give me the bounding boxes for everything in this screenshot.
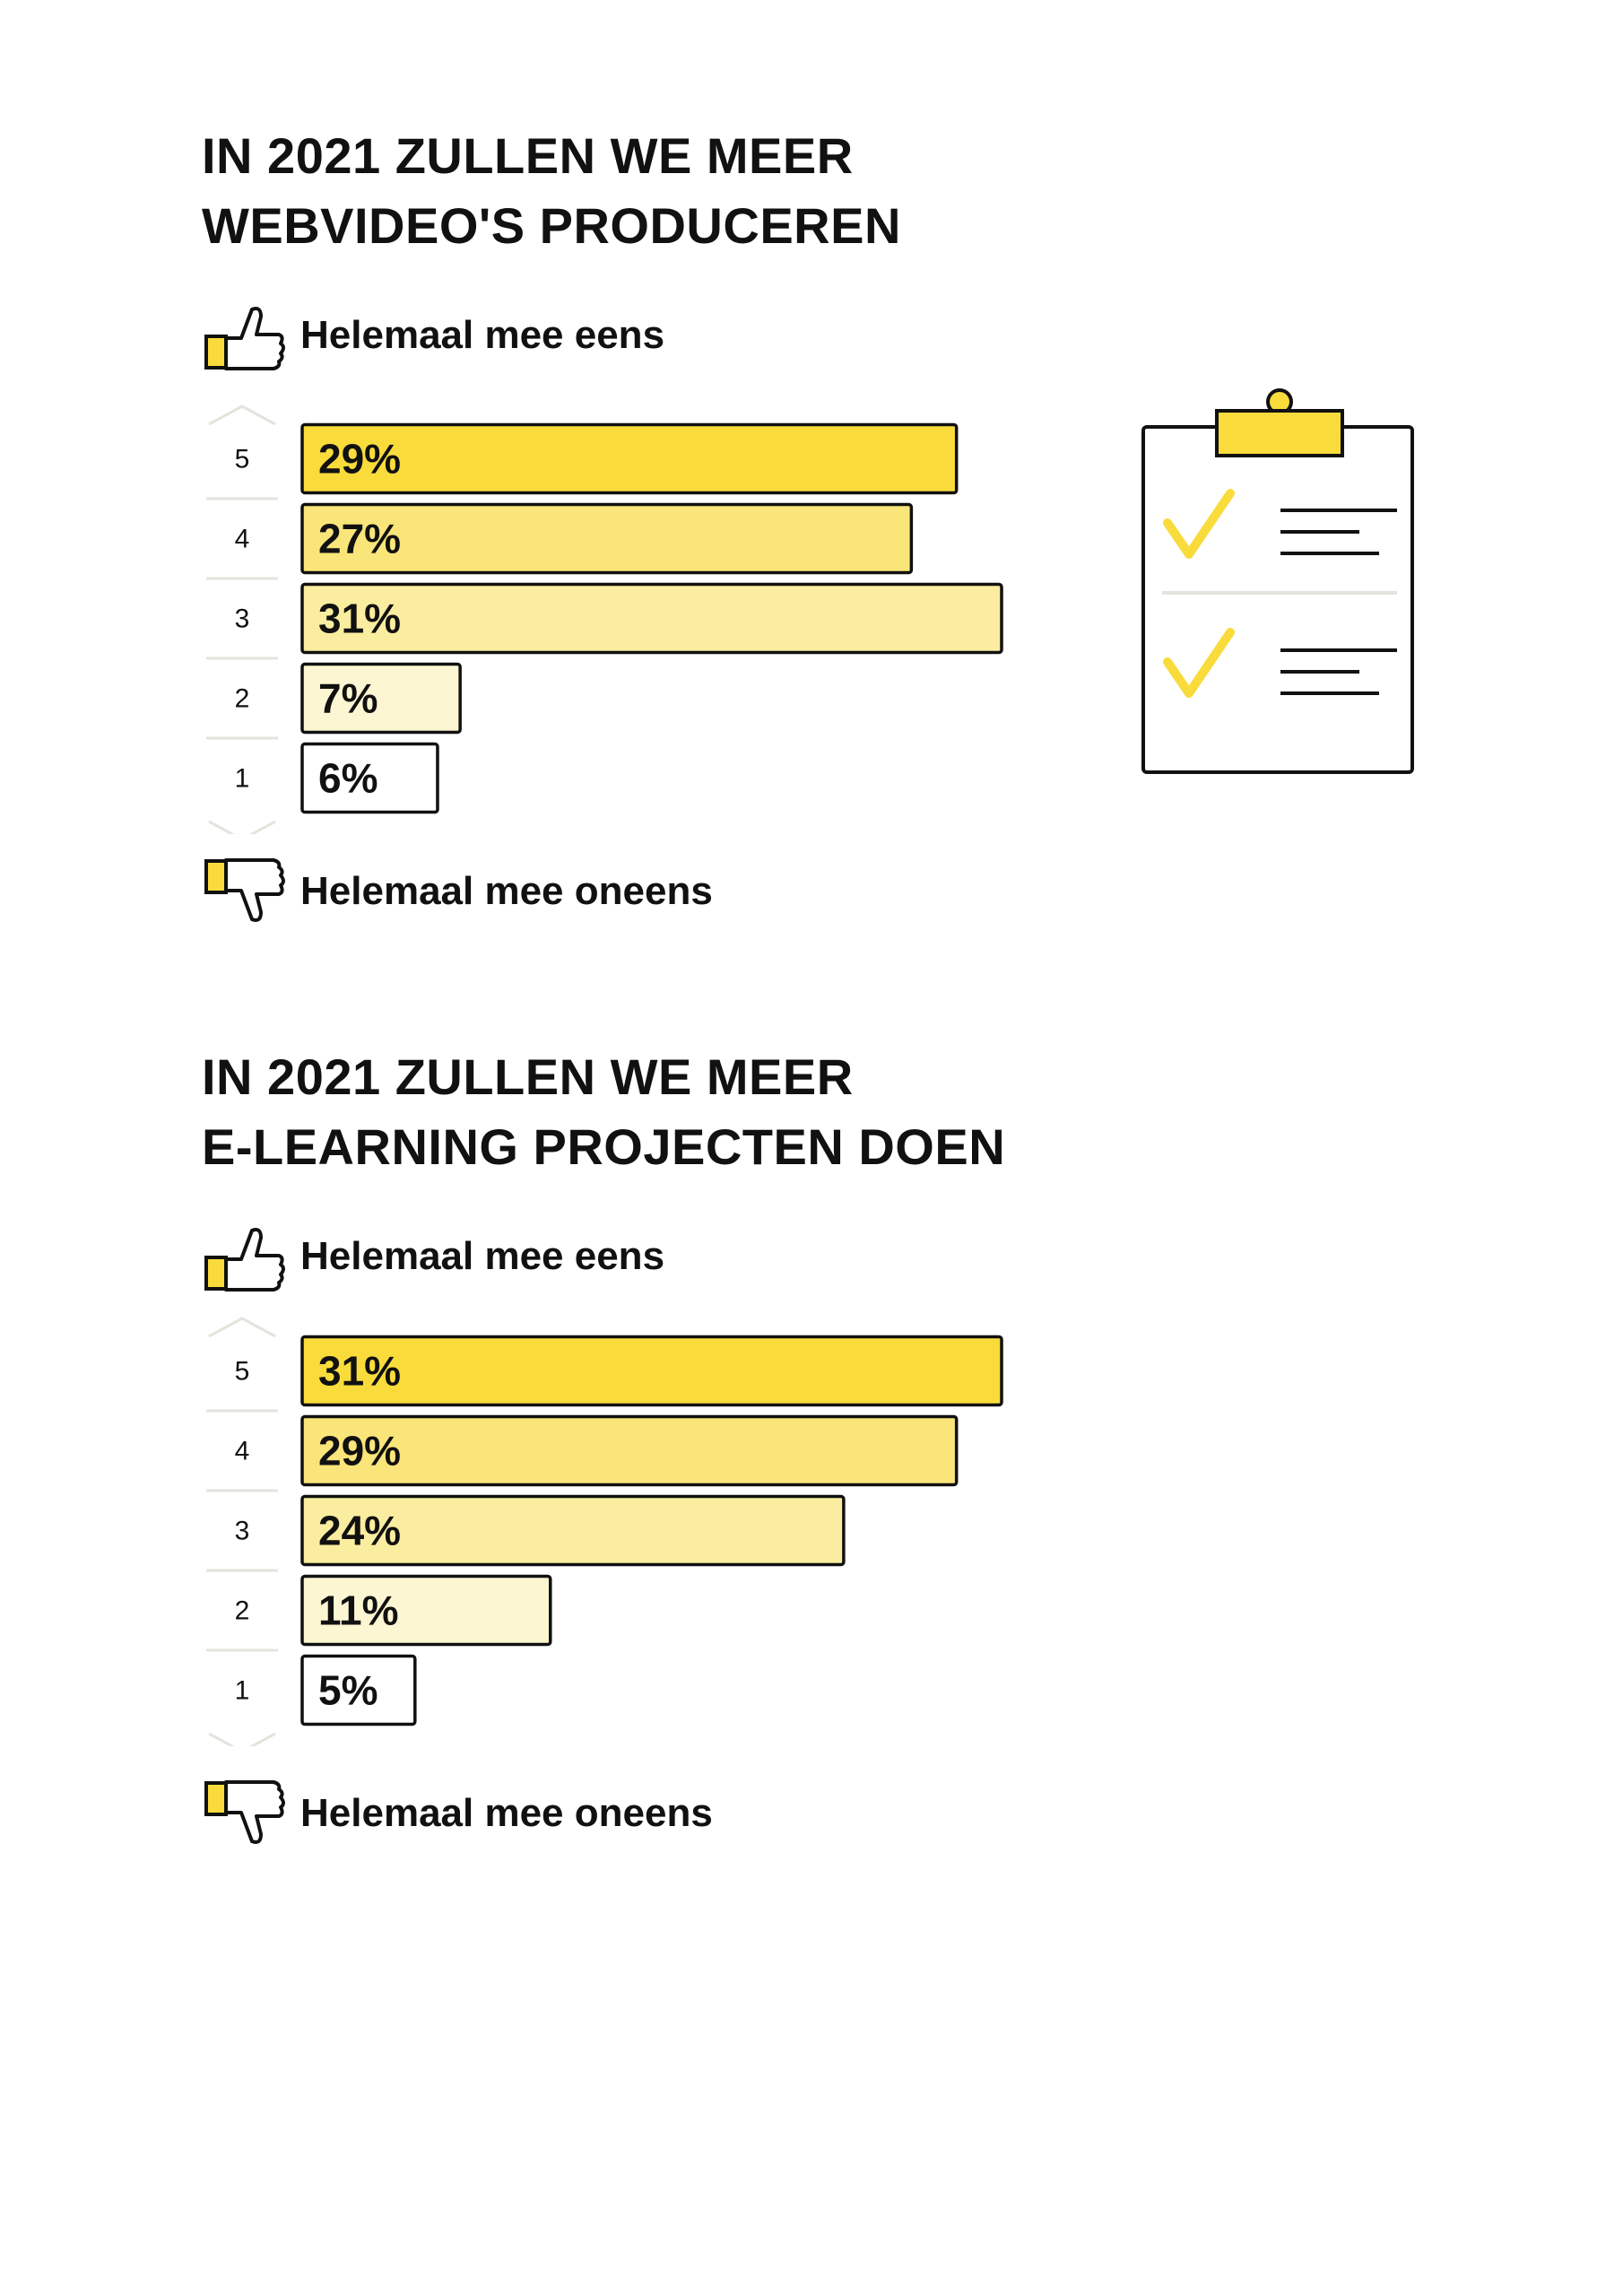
bar [300,1335,1003,1407]
bar [300,1494,846,1567]
clipboard-checklist-icon [1141,388,1414,774]
bar [300,662,462,735]
chart-1-agree-label: Helemaal mee eens [300,313,665,357]
scale-up-chevron [208,1317,276,1338]
bar [300,1654,417,1726]
bar-value-label: 5% [318,1667,378,1714]
chart-2-title: IN 2021 ZULLEN WE MEER E-LEARNING PROJEC… [202,1042,1005,1182]
chart-1-title-line-2: WEBVIDEO'S PRODUCEREN [202,197,901,254]
bar [300,1414,959,1487]
y-tick-label: 1 [235,1676,250,1706]
thumbs-up-icon [204,1228,285,1292]
chart-2-title-line-1: IN 2021 ZULLEN WE MEER [202,1048,854,1105]
y-tick-label: 5 [235,1357,250,1387]
chart-1-bars: 5 29%4 27%3 31%2 7%1 6% [206,404,1003,834]
thumbs-down-icon [204,1780,285,1844]
thumbs-down-icon [204,858,285,922]
bar-value-label: 27% [318,516,401,562]
bar-value-label: 11% [318,1587,399,1634]
y-tick-label: 2 [235,684,250,714]
chart-2-agree-label: Helemaal mee eens [300,1234,665,1278]
y-tick-label: 5 [235,445,250,474]
chart-1-disagree-label: Helemaal mee oneens [300,869,713,913]
y-tick-label: 4 [235,525,250,554]
bar-value-label: 6% [318,755,378,802]
bar-value-label: 29% [318,1428,401,1474]
bar [300,1574,552,1647]
y-tick-label: 1 [235,764,250,794]
chart-2-disagree-label: Helemaal mee oneens [300,1791,713,1835]
bar [300,422,959,495]
bar-value-label: 7% [318,675,378,722]
scale-down-chevron [208,820,276,834]
scale-down-chevron [208,1732,276,1746]
bar-value-label: 29% [318,436,401,483]
y-tick-label: 4 [235,1437,250,1466]
chart-1-title: IN 2021 ZULLEN WE MEER WEBVIDEO'S PRODUC… [202,121,901,261]
bar-value-label: 31% [318,1348,401,1395]
chart-1-title-line-1: IN 2021 ZULLEN WE MEER [202,127,854,184]
thumbs-up-icon [204,307,285,370]
chart-2-bars: 5 31% 4 29% 3 24% 2 11% 1 5% [206,1317,1003,1746]
chart-2-title-line-2: E-LEARNING PROJECTEN DOEN [202,1118,1006,1175]
bar-value-label: 24% [318,1508,401,1554]
bar [300,582,1003,655]
y-tick-label: 2 [235,1596,250,1626]
bar [300,502,914,575]
y-tick-label: 3 [235,604,250,634]
bar [300,742,439,814]
y-tick-label: 3 [235,1517,250,1546]
scale-up-chevron [208,404,276,426]
bar-value-label: 31% [318,596,401,642]
